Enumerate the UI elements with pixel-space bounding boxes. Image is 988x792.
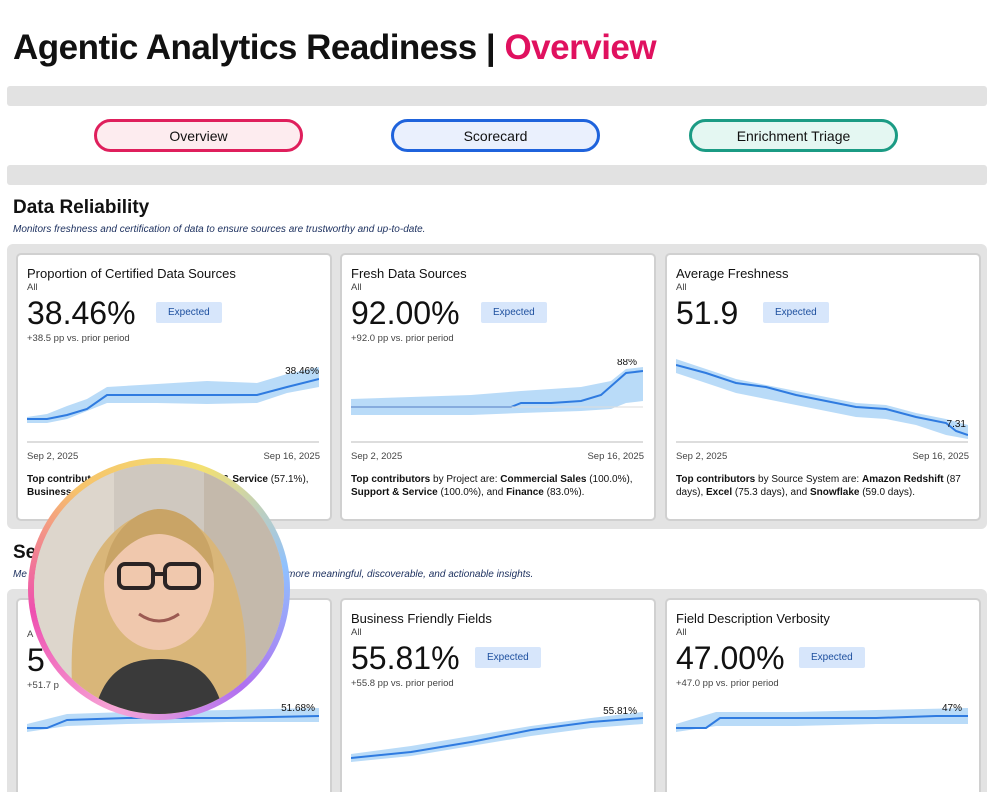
kpi-card-fresh-sources[interactable]: Fresh Data Sources All 92.00% Expected +… <box>340 253 656 521</box>
kpi-delta: +38.5 pp vs. prior period <box>27 333 130 344</box>
status-badge: Expected <box>156 302 222 323</box>
end-value-label: 51.68% <box>281 703 315 714</box>
date-start: Sep 2, 2025 <box>27 451 79 462</box>
kpi-value: 92.00% <box>351 295 460 331</box>
card-title: Field Description Verbosity <box>676 611 830 626</box>
card-title: Average Freshness <box>676 266 789 281</box>
contrib-a-val: (57.1%), <box>267 474 309 485</box>
date-end: Sep 16, 2025 <box>912 451 969 462</box>
end-value-label: 7.31 <box>947 419 967 430</box>
contrib-b: Excel <box>706 486 733 498</box>
kpi-card-field-description-verbosity[interactable]: Field Description Verbosity All 47.00% E… <box>665 598 981 792</box>
date-start: Sep 2, 2025 <box>351 451 403 462</box>
kpi-value: 38.46% <box>27 295 136 331</box>
kpi-delta: +47.0 pp vs. prior period <box>676 678 779 689</box>
tab-overview[interactable]: Overview <box>94 119 303 152</box>
card-filter: All <box>676 282 687 293</box>
section-title-semantic: Se <box>13 542 37 563</box>
nav-divider-band <box>7 165 987 185</box>
card-title: Business Friendly Fields <box>351 611 492 626</box>
contrib-b: Support & Service <box>351 486 438 498</box>
contrib-a-val: (100.0%), <box>586 474 633 485</box>
section-desc-semantic-head: Me <box>13 569 27 580</box>
card-filter: All <box>27 282 38 293</box>
contrib-a: Amazon Redshift <box>861 474 944 485</box>
kpi-value: 47.00% <box>676 640 785 676</box>
sparkline-chart: 38.46% <box>27 366 319 443</box>
contrib-b-val: (100.0%), and <box>437 486 507 498</box>
trend-line <box>676 715 968 729</box>
status-badge: Expected <box>475 647 541 668</box>
sparkline-chart: 88% <box>351 359 643 443</box>
section-desc-semantic-tail: more meaningful, discoverable, and actio… <box>287 569 534 580</box>
contrib-a: Commercial Sales <box>500 474 587 485</box>
confidence-band <box>676 708 968 732</box>
date-end: Sep 16, 2025 <box>263 451 320 462</box>
sparkline-chart: 51.68% <box>27 703 319 732</box>
contrib-lead: Top contributors <box>676 474 756 485</box>
contrib-prefix: by Project are: <box>430 474 501 485</box>
kpi-delta: +51.7 p <box>27 680 59 691</box>
tab-enrichment-triage[interactable]: Enrichment Triage <box>689 119 898 152</box>
top-divider-band <box>7 86 987 106</box>
section-title-data-reliability: Data Reliability <box>13 197 150 218</box>
confidence-band <box>27 708 319 732</box>
trend-line <box>676 364 968 436</box>
kpi-value: 5 <box>27 642 45 678</box>
date-end: Sep 16, 2025 <box>587 451 644 462</box>
card-title: Fresh Data Sources <box>351 266 467 281</box>
section-desc-data-reliability: Monitors freshness and certification of … <box>13 224 426 235</box>
trend-line <box>351 717 643 759</box>
end-value-label: 38.46% <box>285 366 319 377</box>
tab-scorecard[interactable]: Scorecard <box>391 119 600 152</box>
trend-line <box>27 378 319 420</box>
card-filter: All <box>676 627 687 638</box>
contrib-c-val: (59.0 days). <box>859 486 916 498</box>
page-title-main: Agentic Analytics Readiness | <box>13 28 505 67</box>
contrib-c: Snowflake <box>809 486 860 498</box>
trend-line <box>27 715 319 729</box>
date-start: Sep 2, 2025 <box>676 451 728 462</box>
page-title: Agentic Analytics Readiness | Overview <box>13 28 657 68</box>
sparkline-chart: 47% <box>676 703 968 732</box>
kpi-delta: +92.0 pp vs. prior period <box>351 333 454 344</box>
kpi-delta: +55.8 pp vs. prior period <box>351 678 454 689</box>
kpi-value: 51.9 <box>676 295 739 331</box>
portrait-illustration <box>34 464 284 714</box>
contrib-b-val: (75.3 days), and <box>732 486 810 498</box>
card-filter: All <box>351 282 362 293</box>
contrib-lead: Top contributors <box>351 474 431 485</box>
status-badge: Expected <box>799 647 865 668</box>
confidence-band <box>351 367 643 415</box>
contrib-prefix: by Source System are: <box>755 474 862 485</box>
end-value-label: 55.81% <box>603 706 637 717</box>
sparkline-chart: 55.81% <box>351 706 643 762</box>
kpi-card-business-friendly-fields[interactable]: Business Friendly Fields All 55.81% Expe… <box>340 598 656 792</box>
page-title-accent: Overview <box>504 28 657 67</box>
contrib-c: Finance <box>506 486 544 498</box>
kpi-card-average-freshness[interactable]: Average Freshness All 51.9 Expected 7.31… <box>665 253 981 521</box>
contrib-c-val: (83.0%). <box>543 486 585 498</box>
kpi-value: 55.81% <box>351 640 460 676</box>
card-filter: A <box>27 629 34 640</box>
avatar-photo <box>34 464 284 714</box>
status-badge: Expected <box>763 302 829 323</box>
card-filter: All <box>351 627 362 638</box>
status-badge: Expected <box>481 302 547 323</box>
contributors-text: Top contributors by Source System are: A… <box>676 474 971 499</box>
presenter-avatar <box>28 458 290 720</box>
kpi-card-certified-sources[interactable]: Proportion of Certified Data Sources All… <box>16 253 332 521</box>
contributors-text: Top contributors by Project are: Commerc… <box>351 474 646 499</box>
end-value-label: 88% <box>617 359 637 368</box>
confidence-band <box>676 359 968 439</box>
contrib-a-val: (87 days), <box>676 474 961 498</box>
sparkline-chart: 7.31 <box>676 359 968 443</box>
card-title: Proportion of Certified Data Sources <box>27 266 236 281</box>
end-value-label: 47% <box>942 703 962 714</box>
